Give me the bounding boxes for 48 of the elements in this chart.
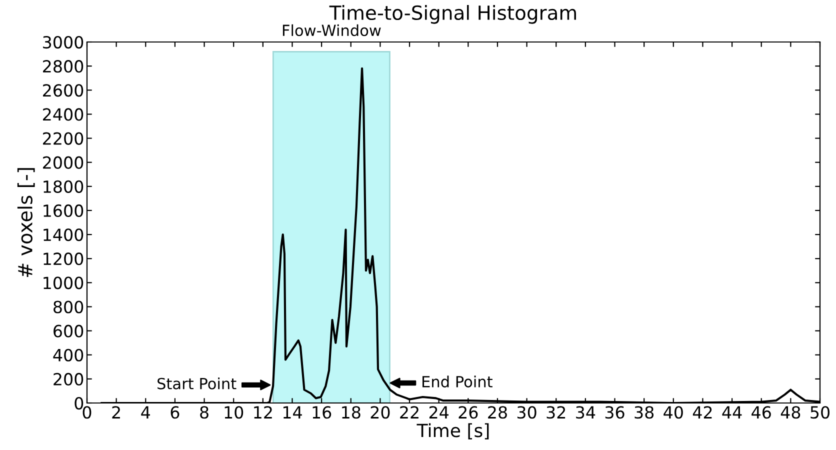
x-tick-label: 22 <box>400 406 418 418</box>
x-tick-label: 2 <box>112 406 120 418</box>
y-tick-label: 800 <box>54 300 84 314</box>
x-tick-label: 32 <box>546 406 566 419</box>
y-tick-label: 1400 <box>44 228 84 242</box>
x-tick-label: 34 <box>576 406 596 419</box>
x-tick-label: 46 <box>752 406 771 419</box>
y-tick-label: 3000 <box>43 36 84 49</box>
y-tick-label: 600 <box>54 324 84 338</box>
x-tick-label: 10 <box>224 406 244 419</box>
annotation: Start Point <box>158 378 236 390</box>
x-tick-label: 8 <box>200 406 208 419</box>
x-tick-label: 42 <box>692 406 712 418</box>
x-tick-label: 18 <box>342 406 360 419</box>
y-tick-label: 1600 <box>44 204 84 218</box>
x-tick-label: 48 <box>780 406 800 419</box>
y-tick-label: 200 <box>54 372 84 386</box>
y-tick-label: 2000 <box>43 156 84 169</box>
x-tick-label: 24 <box>429 406 449 418</box>
x-tick-label: 30 <box>517 406 536 419</box>
x-tick-label: 16 <box>312 406 332 419</box>
x-tick-label: 4 <box>141 406 150 418</box>
chart-title: Time-to-Signal Histogram <box>329 5 576 24</box>
x-tick-label: 28 <box>488 406 507 419</box>
y-tick-label: 2400 <box>43 108 84 121</box>
y-tick-label: 400 <box>53 348 84 362</box>
x-axis-title: Time [s] <box>416 423 489 440</box>
y-tick-label: 0 <box>74 396 84 410</box>
x-tick-label: 44 <box>722 406 742 418</box>
x-tick-label: 20 <box>370 406 390 419</box>
x-tick-label: 36 <box>605 406 624 419</box>
x-tick-label: 26 <box>458 406 478 419</box>
y-tick-label: 2600 <box>43 84 84 97</box>
y-tick-label: 1200 <box>44 252 84 266</box>
x-tick-label: 12 <box>254 406 272 418</box>
y-tick-label: 1000 <box>44 276 84 290</box>
y-tick-label: 2200 <box>43 132 84 145</box>
x-tick-label: 6 <box>170 406 180 419</box>
x-tick-label: 40 <box>664 406 683 419</box>
y-tick-label: 2800 <box>43 60 84 73</box>
band-label: Flow-Window <box>282 24 381 36</box>
x-tick-label: 50 <box>810 406 830 419</box>
x-tick-label: 0 <box>82 406 92 419</box>
x-tick-label: 38 <box>634 406 654 419</box>
y-axis-title: # voxels [-] <box>17 168 35 278</box>
x-tick-label: 14 <box>283 406 302 418</box>
y-tick-label: 1800 <box>44 180 84 193</box>
annotation: End Point <box>422 376 492 388</box>
